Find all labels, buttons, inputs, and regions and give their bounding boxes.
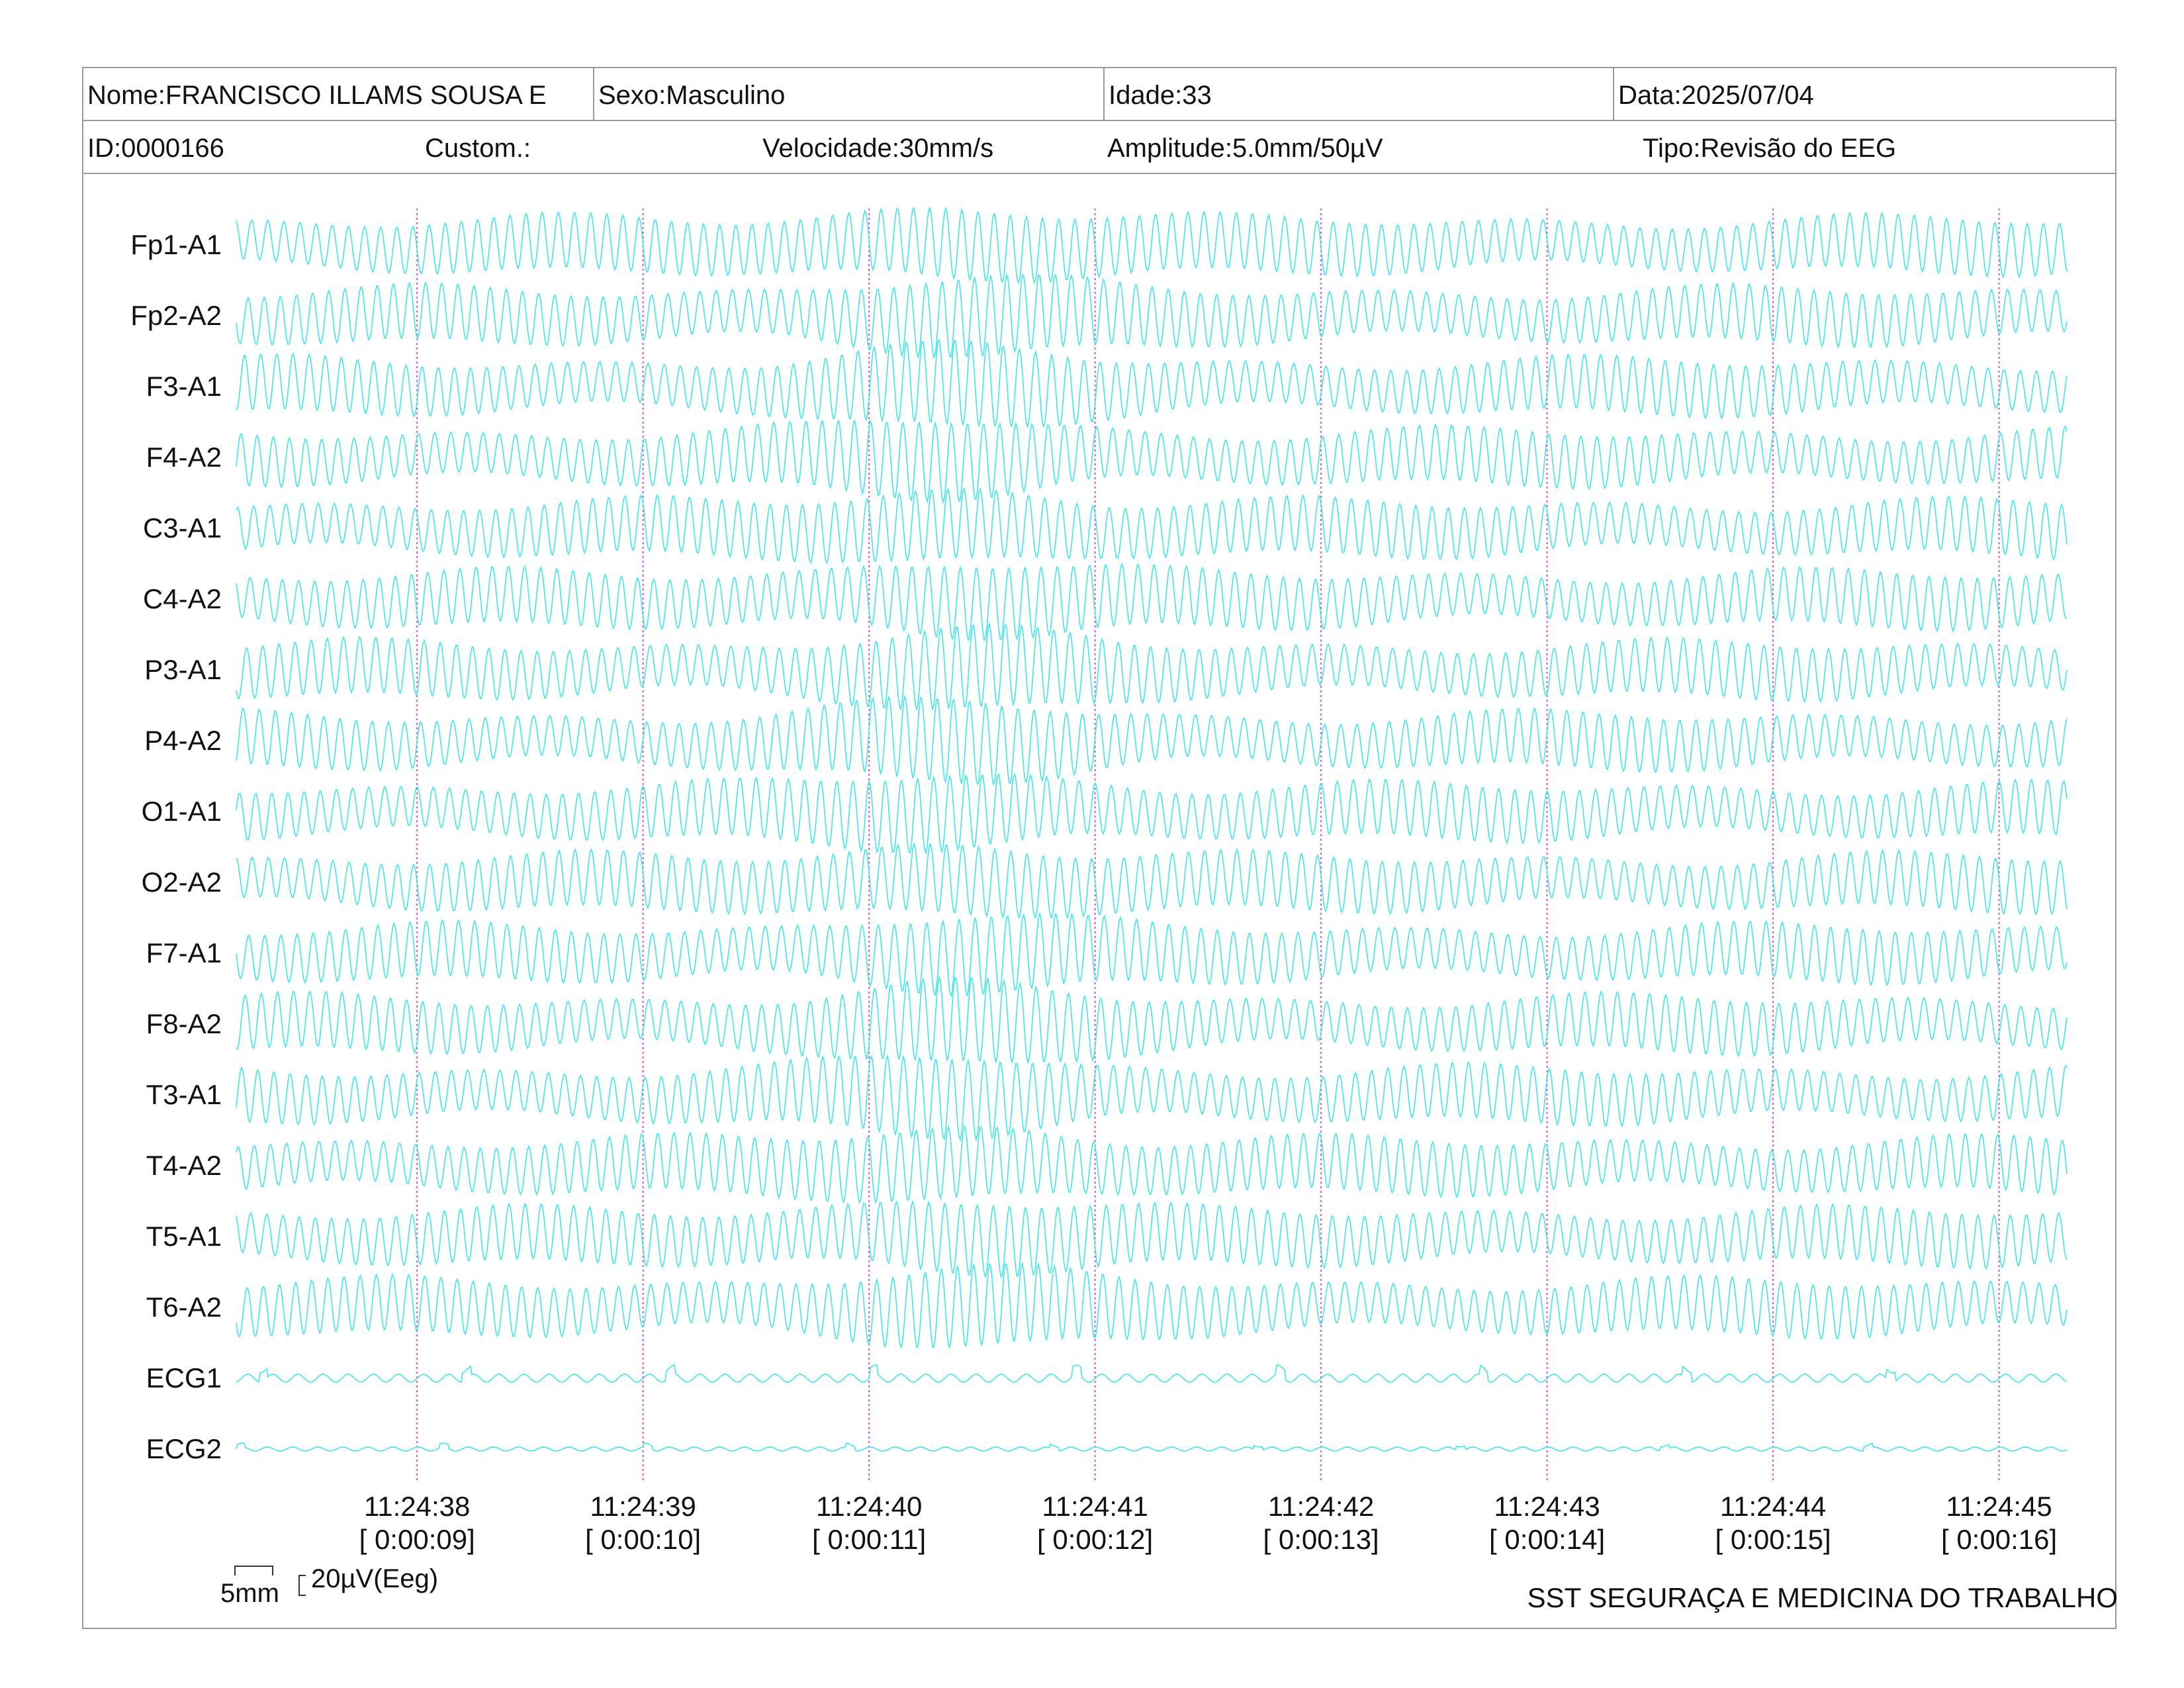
channel-trace [236, 418, 2068, 504]
channel-label: O1-A1 [142, 796, 222, 827]
channel-label: T3-A1 [146, 1079, 222, 1110]
channel-trace [236, 487, 2068, 565]
patient-id: ID:0000166 [87, 134, 224, 163]
channel-trace [236, 1125, 2068, 1205]
channel-label: P4-A2 [144, 725, 222, 756]
channel-label: T6-A2 [146, 1291, 222, 1323]
time-clock-label: 11:24:45 [1946, 1491, 2052, 1522]
time-elapsed-label: [ 0:00:09] [359, 1524, 475, 1555]
channel-label: T4-A2 [146, 1150, 222, 1181]
time-elapsed-label: [ 0:00:10] [585, 1524, 701, 1555]
channel-trace [236, 562, 2068, 642]
patient-name: Nome:FRANCISCO ILLAMS SOUSA E [87, 81, 547, 110]
time-clock-label: 11:24:44 [1720, 1491, 1826, 1522]
channel-label: F3-A1 [146, 371, 222, 402]
channel-trace [236, 1262, 2068, 1350]
channel-trace [236, 1199, 2068, 1279]
channel-trace [236, 842, 2068, 919]
channel-label: C3-A1 [143, 512, 222, 543]
time-elapsed-label: [ 0:00:12] [1037, 1524, 1153, 1555]
channel-label: P3-A1 [144, 654, 222, 685]
channel-trace [236, 338, 2068, 429]
review-type: Tipo:Revisão do EEG [1643, 134, 1897, 163]
time-elapsed-label: [ 0:00:15] [1715, 1524, 1831, 1555]
patient-age: Idade:33 [1103, 68, 1613, 120]
patient-sex: Sexo:Masculino [593, 68, 1103, 120]
channel-label: T5-A1 [146, 1221, 222, 1252]
time-elapsed-label: [ 0:00:11] [812, 1524, 926, 1555]
scale-mm-label: 5mm [220, 1579, 279, 1608]
channel-trace [236, 1442, 2068, 1452]
channel-label: Fp2-A2 [130, 300, 222, 331]
channel-label: F4-A2 [146, 442, 222, 473]
channel-trace [236, 622, 2068, 712]
time-elapsed-label: [ 0:00:16] [1941, 1524, 2057, 1555]
time-clock-label: 11:24:41 [1042, 1491, 1148, 1522]
time-clock-label: 11:24:39 [590, 1491, 696, 1522]
channel-label: F8-A2 [146, 1008, 222, 1039]
scale-bar [234, 1566, 306, 1596]
scale-uv-label: 20µV(Eeg) [311, 1564, 439, 1593]
channel-trace [236, 1054, 2068, 1142]
channel-trace [236, 912, 2068, 998]
time-elapsed-label: [ 0:00:13] [1263, 1524, 1379, 1555]
report-frame: Nome:FRANCISCO ILLAMS SOUSA E Sexo:Mascu… [82, 67, 2116, 1629]
channel-trace [236, 975, 2068, 1064]
time-elapsed-label: [ 0:00:14] [1489, 1524, 1605, 1555]
amplitude-setting: Amplitude:5.0mm/50µV [1107, 134, 1383, 163]
channel-label: O2-A2 [142, 867, 222, 898]
header-row-patient: Nome:FRANCISCO ILLAMS SOUSA E Sexo:Mascu… [83, 68, 2115, 121]
time-clock-label: 11:24:43 [1494, 1491, 1600, 1522]
time-clock-label: 11:24:38 [364, 1491, 470, 1522]
header-row-exam: ID:0000166 Custom.: Velocidade:30mm/s Am… [83, 121, 2115, 174]
channel-trace [236, 1364, 2068, 1383]
time-clock-label: 11:24:40 [816, 1491, 922, 1522]
channel-label: ECG2 [146, 1433, 222, 1464]
channel-trace [236, 273, 2068, 359]
organization-name: SST SEGURAÇA E MEDICINA DO TRABALHO [1527, 1582, 2118, 1613]
channel-label: ECG1 [146, 1362, 222, 1393]
channel-trace [236, 206, 2068, 285]
custom-field: Custom.: [425, 134, 531, 163]
exam-date: Data:2025/07/04 [1613, 68, 2118, 120]
channel-trace [236, 773, 2068, 855]
time-clock-label: 11:24:42 [1268, 1491, 1374, 1522]
channel-label: Fp1-A1 [130, 229, 222, 260]
channel-label: F7-A1 [146, 937, 222, 968]
channel-label: C4-A2 [143, 583, 222, 614]
channel-trace [236, 694, 2068, 786]
speed-setting: Velocidade:30mm/s [762, 134, 994, 163]
